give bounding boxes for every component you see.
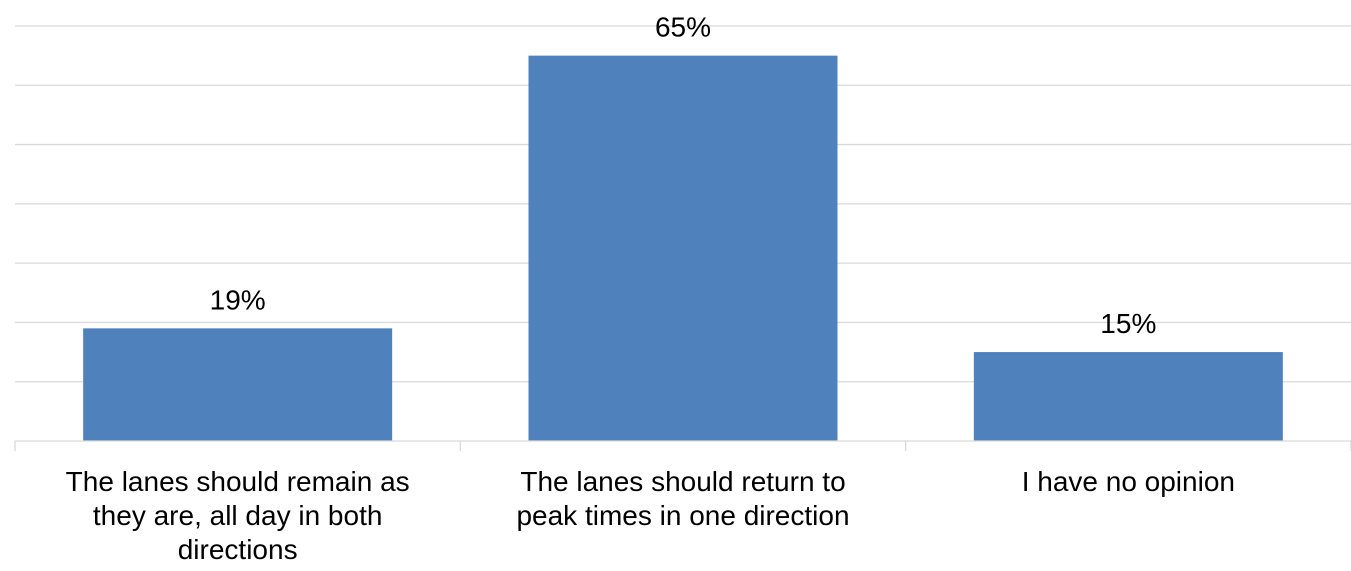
data-label: 15% — [1100, 308, 1156, 339]
data-label: 65% — [655, 12, 711, 43]
x-axis — [14, 440, 1351, 451]
category-label-line: directions — [178, 534, 298, 565]
category-label: I have no opinion — [1022, 466, 1235, 497]
category-label-line: they are, all day in both — [93, 500, 383, 531]
bar — [528, 55, 838, 442]
bars — [83, 55, 1283, 442]
category-label-line: I have no opinion — [1022, 466, 1235, 497]
category-label-line: peak times in one direction — [516, 500, 849, 531]
category-label-line: The lanes should remain as — [66, 466, 410, 497]
data-label: 19% — [210, 284, 266, 315]
bar — [83, 328, 393, 441]
data-labels: 19% 65% 15% — [210, 12, 1157, 339]
category-label-line: The lanes should return to — [520, 466, 845, 497]
bar — [973, 352, 1283, 441]
